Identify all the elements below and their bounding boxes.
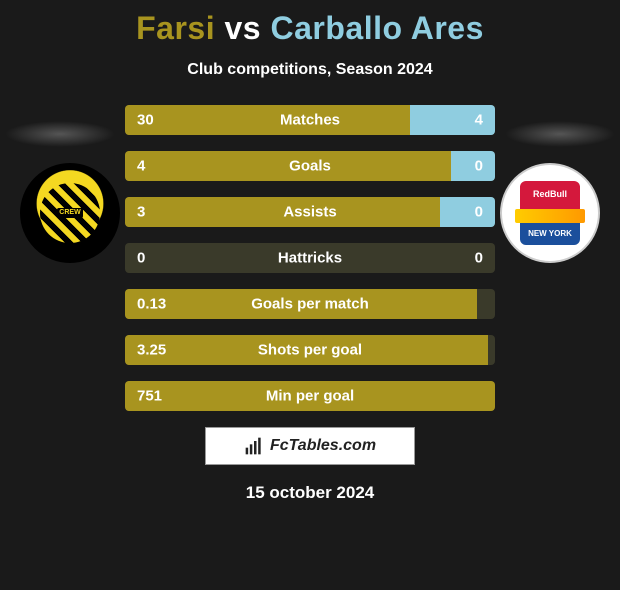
stat-value-left: 30 [137, 112, 154, 129]
team-right-logo-mid [515, 209, 585, 223]
team-right-logo: RedBull NEW YORK [500, 163, 600, 263]
stat-value-left: 0.13 [137, 296, 166, 313]
shadow-left [5, 121, 115, 147]
subtitle: Club competitions, Season 2024 [0, 61, 620, 79]
stat-bar-left [125, 105, 410, 135]
stat-bars: 304Matches40Goals30Assists00Hattricks0.1… [125, 105, 495, 411]
stat-label: Goals [289, 158, 331, 175]
stat-row: 0 0 Hattricks [125, 243, 495, 273]
stat-value-left: 3.25 [137, 342, 166, 359]
stat-bar-right [440, 197, 496, 227]
stat-value-left: 751 [137, 388, 162, 405]
title-player-left: Farsi [136, 10, 215, 46]
footer-brand: FcTables.com [205, 427, 415, 465]
stat-label: Assists [283, 204, 336, 221]
stat-row: 30 4 Matches [125, 105, 495, 135]
stat-value-right: 0 [475, 204, 483, 221]
footer-brand-text: FcTables.com [270, 437, 376, 455]
stat-row: 751 Min per goal [125, 381, 495, 411]
stat-row: 3 0 Assists [125, 197, 495, 227]
stat-value-right: 0 [475, 158, 483, 175]
shadow-right [505, 121, 615, 147]
stat-value-left: 0 [137, 250, 145, 267]
team-left-logo: CREW [20, 163, 120, 263]
stat-label: Min per goal [266, 388, 354, 405]
stat-value-right: 4 [475, 112, 483, 129]
stat-row: 3.25 Shots per goal [125, 335, 495, 365]
stat-row: 4 0 Goals [125, 151, 495, 181]
title-player-right: Carballo Ares [270, 10, 483, 46]
comparison-area: CREW RedBull NEW YORK 304Matches40Goals3… [0, 105, 620, 411]
stat-value-left: 3 [137, 204, 145, 221]
stat-bar-left [125, 197, 440, 227]
stat-row: 0.13 Goals per match [125, 289, 495, 319]
stat-label: Matches [280, 112, 340, 129]
chart-icon [244, 436, 264, 456]
page-title: Farsi vs Carballo Ares [0, 10, 620, 47]
stat-label: Goals per match [251, 296, 369, 313]
stat-value-right: 0 [475, 250, 483, 267]
stat-bar-left [125, 151, 451, 181]
team-left-label: CREW [57, 208, 82, 218]
title-vs: vs [215, 10, 270, 46]
team-right-logo-top: RedBull [520, 181, 580, 209]
team-right-logo-bot: NEW YORK [520, 223, 580, 245]
date-text: 15 october 2024 [0, 483, 620, 503]
stat-value-left: 4 [137, 158, 145, 175]
stat-label: Shots per goal [258, 342, 362, 359]
stat-bar-right [451, 151, 495, 181]
stat-label: Hattricks [278, 250, 342, 267]
